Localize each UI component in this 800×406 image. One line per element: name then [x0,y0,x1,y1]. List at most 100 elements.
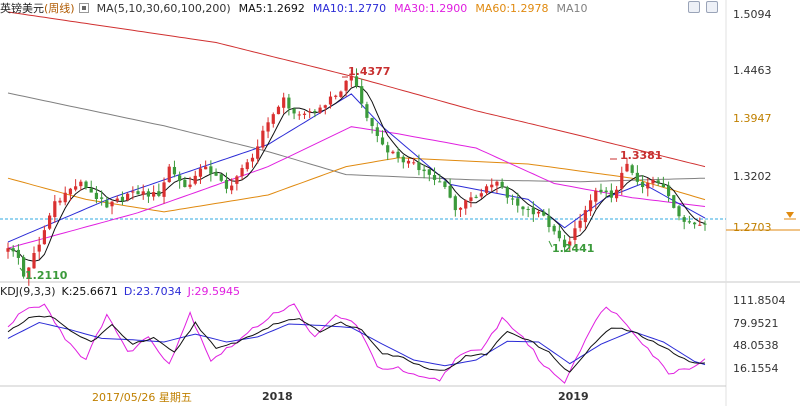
candle-body [339,91,343,97]
candle-body [183,179,187,188]
ma-toggle-icon-mark [81,6,86,10]
ma30-line [7,126,706,249]
price-annotations: 1.4377 1.3381 1.2441 1.2110 [19,65,662,282]
ma60-line [7,157,706,213]
candle-body [344,80,348,91]
candle-body [490,184,494,188]
candle-body [562,239,567,248]
x-tick-2018: 2018 [262,390,293,403]
candle-body [614,189,619,199]
candle-body [583,210,587,223]
kdj-y-tick-4: 16.1554 [733,362,779,375]
candle-body [630,165,634,173]
candle-body [282,97,286,108]
candle-body [448,185,452,198]
candle-body [349,75,353,81]
candle-body [11,248,15,252]
candle-body [235,176,239,184]
ma60-value: MA60:1.2978 [475,1,549,15]
candle-body [458,207,463,210]
candle-body [422,169,426,172]
candle-body [386,145,390,153]
candle-body [16,249,21,258]
ma200-line [7,11,706,168]
x-tick-2019: 2019 [558,390,589,403]
ma-params: MA(5,10,30,60,100,200) [96,1,231,15]
candle-body [557,230,561,239]
current-price-marker: 1.2703 [0,212,800,234]
candle-body [32,253,36,269]
panel-settings-button[interactable] [688,1,700,13]
candle-body [240,167,244,177]
candle-body [531,207,535,215]
candle-body [37,244,41,252]
candle-body [578,220,582,228]
ma-toggle-icon[interactable] [78,3,89,13]
candle-body [79,181,83,187]
candle-body [167,166,171,183]
kdj-y-tick-1: 111.8504 [733,294,786,307]
candle-body [89,188,93,193]
chart-header: 英镑美元 (周线) MA(5,10,30,60,100,200) MA5:1.26… [0,0,760,16]
candle-body [110,201,114,207]
period-label: (周线) [44,2,75,15]
candle-body [406,160,411,164]
kdj-y-ticks: 111.8504 79.9521 48.0538 16.1554 [733,294,786,375]
candle-body [276,106,281,115]
ma10-value: MA10:1.2770 [312,1,387,15]
candle-body [599,189,603,193]
candle-body [172,166,177,175]
candle-body [157,191,161,196]
candle-body [141,191,145,195]
candle-body [375,127,379,136]
candle-body [302,113,307,115]
candle-body [646,182,650,189]
candle-body [479,193,483,197]
candle-body [536,211,541,214]
candle-body [521,206,525,210]
candle-body [245,162,249,170]
candle-body [63,192,67,203]
panel-close-button[interactable] [706,1,718,13]
candle-body [68,188,73,195]
candle-body [443,181,447,188]
kdj-y-tick-3: 48.0538 [733,339,779,352]
candle-body [224,179,229,189]
candle-body [120,196,125,202]
candle-body [204,166,208,170]
candle-body [313,111,317,113]
candle-body [505,187,509,198]
y-tick-4: 1.3202 [733,170,772,183]
ma10b-value: MA10 [556,1,588,15]
candle-body [401,156,405,163]
candle-body [131,191,135,193]
annotation-low-2-tick [19,267,26,275]
candle-body [391,151,395,154]
candle-body [105,200,109,208]
annotation-low-1: 1.2441 [552,242,594,255]
candles [6,68,707,286]
kdj-header: KDJ(9,3,3) K:25.6671 D:23.7034 J:29.5945 [0,285,240,299]
candle-body [334,95,338,97]
candle-body [230,185,234,191]
candle-body [500,181,504,188]
current-price-label: 1.2703 [733,221,772,234]
y-tick-1: 1.5094 [733,8,772,21]
candle-body [412,162,416,164]
candle-body [162,182,166,197]
candle-body [432,175,437,180]
candle-body [661,183,665,188]
kdj-y-tick-2: 79.9521 [733,317,779,330]
candle-body [354,76,359,87]
kdj-k-value: K:25.6671 [61,285,118,298]
candle-body [672,195,676,208]
candle-body [396,151,400,158]
candle-body [687,221,691,223]
candle-body [308,111,312,113]
candle-body [516,198,520,206]
main-y-ticks: 1.5094 1.4463 1.3947 1.3202 [733,8,772,183]
candle-body [474,196,478,198]
candle-body [42,230,47,245]
candle-body [703,223,707,225]
